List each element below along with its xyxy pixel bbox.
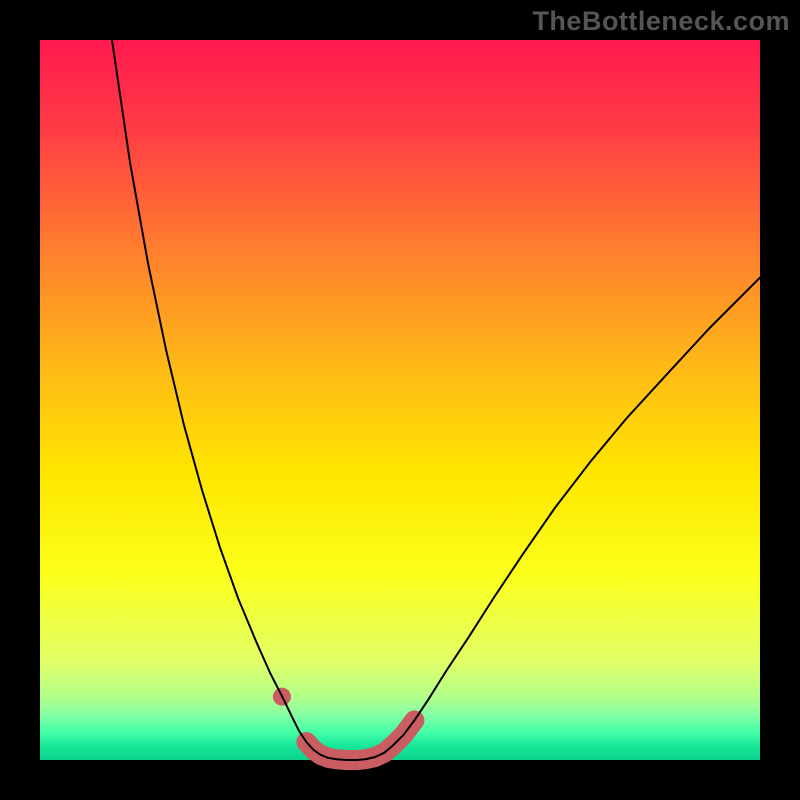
bottleneck-chart: [0, 0, 800, 800]
plot-background: [40, 40, 760, 760]
chart-container: TheBottleneck.com: [0, 0, 800, 800]
watermark-text: TheBottleneck.com: [532, 6, 790, 37]
